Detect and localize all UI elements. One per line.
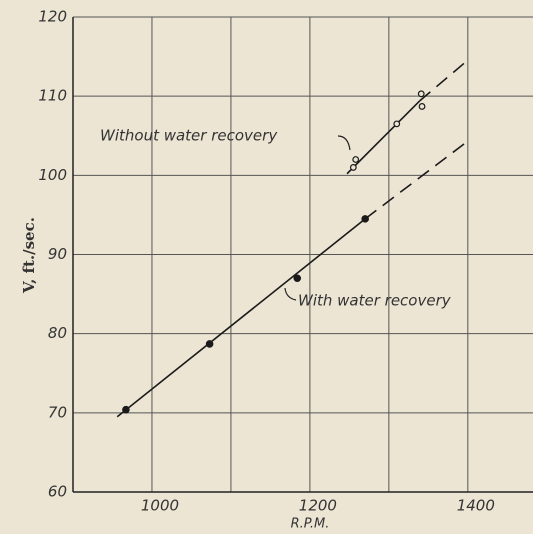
y-tick-label: 90 bbox=[48, 245, 67, 263]
point bbox=[393, 120, 401, 128]
point bbox=[122, 405, 130, 414]
y-axis-label: V, ft./sec. bbox=[20, 217, 38, 294]
point bbox=[361, 215, 369, 223]
y-tick-label: 80 bbox=[48, 324, 67, 342]
x-tick-label: 1400 bbox=[457, 497, 495, 515]
fit-extension bbox=[419, 61, 466, 102]
y-tick-label: 100 bbox=[38, 166, 67, 184]
y-tick-label: 70 bbox=[48, 403, 67, 421]
fit-line bbox=[346, 100, 421, 175]
x-tick-label: 1000 bbox=[141, 497, 179, 515]
annotation-arrow bbox=[337, 135, 351, 151]
y-tick-label: 110 bbox=[38, 87, 67, 105]
point bbox=[417, 90, 425, 98]
y-tick-label: 120 bbox=[38, 8, 67, 26]
point bbox=[349, 164, 357, 171]
y-tick-label: 60 bbox=[48, 483, 67, 501]
point bbox=[352, 156, 360, 163]
point bbox=[205, 340, 214, 348]
series-label: With water recovery bbox=[298, 292, 452, 310]
x-axis-label: R.P.M. bbox=[291, 517, 330, 532]
point bbox=[418, 103, 426, 110]
point bbox=[293, 274, 302, 283]
annotation-arrow bbox=[284, 287, 297, 301]
x-tick-label: 1200 bbox=[299, 497, 337, 515]
series-label: Without water recovery bbox=[100, 127, 278, 145]
fit-line bbox=[116, 218, 366, 418]
